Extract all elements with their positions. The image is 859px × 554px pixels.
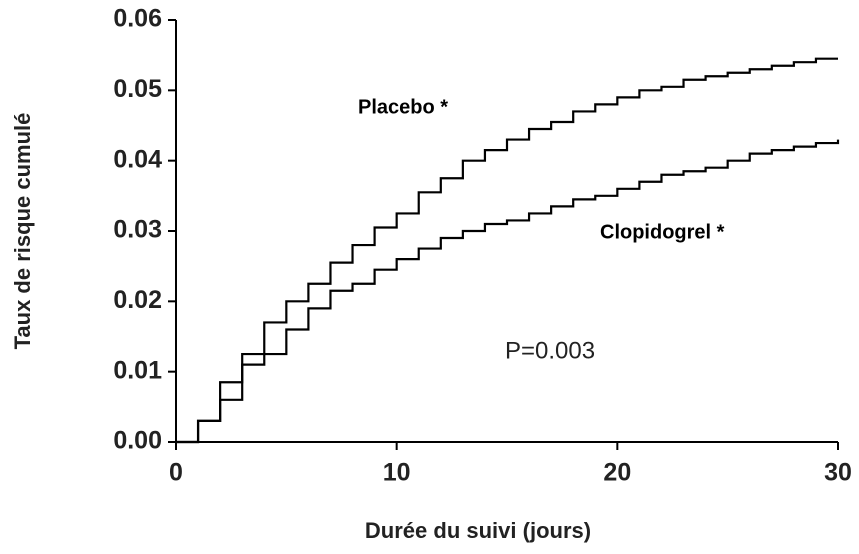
y-tick-label: 0.05 <box>113 75 162 103</box>
y-tick-label: 0.01 <box>113 356 162 384</box>
x-tick-label: 20 <box>603 459 631 487</box>
y-tick-label: 0.06 <box>113 5 162 33</box>
y-tick-label: 0.03 <box>113 216 162 244</box>
y-tick-label: 0.02 <box>113 286 162 314</box>
x-tick-label: 30 <box>824 459 852 487</box>
y-axis-title: Taux de risque cumulé <box>10 113 35 350</box>
p-value: P=0.003 <box>505 337 595 364</box>
x-tick-label: 10 <box>383 459 411 487</box>
x-tick-label: 0 <box>169 459 183 487</box>
y-tick-label: 0.04 <box>113 145 162 173</box>
series-label: Placebo * <box>358 96 448 118</box>
step-line <box>176 57 838 444</box>
step-line <box>176 139 840 444</box>
x-axis-title: Durée du suivi (jours) <box>365 518 591 543</box>
series-label: Clopidogrel * <box>600 221 725 243</box>
y-tick-label: 0.00 <box>113 427 162 455</box>
